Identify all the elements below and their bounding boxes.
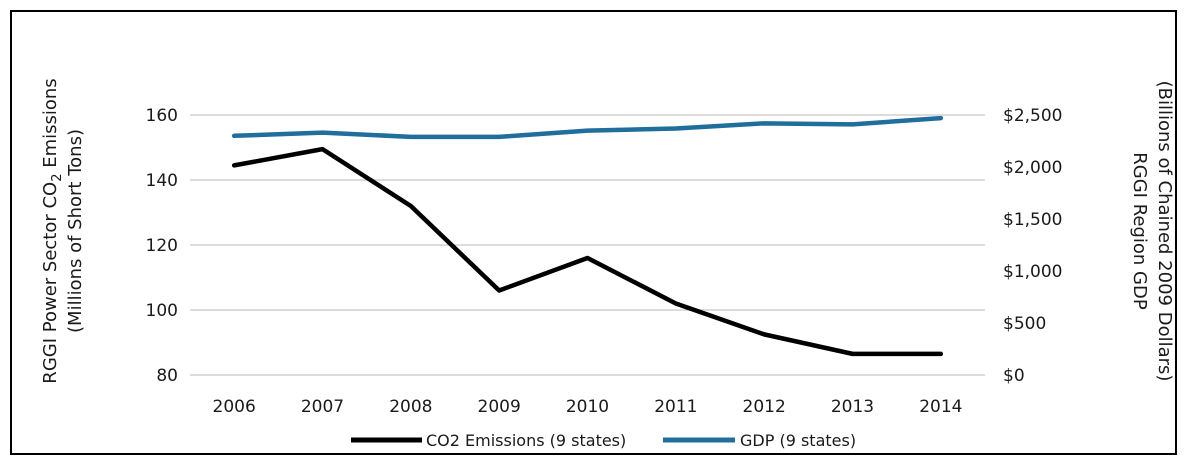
x-tick-label: 2008 [389, 397, 432, 417]
left-tick-label: 100 [146, 301, 178, 321]
chart-frame [10, 10, 1177, 455]
legend-label-co2: CO2 Emissions (9 states) [426, 431, 626, 450]
left-axis-title-line1: RGGI Power Sector CO [40, 182, 61, 384]
legend-label-gdp: GDP (9 states) [740, 431, 856, 450]
legend: CO2 Emissions (9 states) GDP (9 states) [351, 431, 856, 450]
left-axis-title-line2: (Millions of Short Tons) [65, 129, 86, 333]
x-tick-label: 2013 [831, 397, 874, 417]
right-tick-label: $2,000 [1003, 158, 1062, 178]
right-tick-label: $500 [1003, 314, 1046, 334]
x-tick-label: 2012 [743, 397, 786, 417]
x-tick-label: 2007 [301, 397, 344, 417]
gdp-line [231, 115, 944, 140]
left-axis-title-line1-end: Emissions [40, 78, 61, 173]
x-tick-label: 2011 [654, 397, 697, 417]
left-tick-label: 140 [146, 171, 178, 191]
x-tick-label: 2010 [566, 397, 609, 417]
x-tick-label: 2014 [919, 397, 962, 417]
right-axis-title: RGGI Region GDP (Billions of Chained 200… [1129, 81, 1175, 382]
right-tick-label: $1,000 [1003, 262, 1062, 282]
left-axis-ticks: 80 100 120 140 160 [146, 106, 178, 386]
x-tick-label: 2006 [213, 397, 256, 417]
left-tick-label: 160 [146, 106, 178, 126]
x-tick-label: 2009 [478, 397, 521, 417]
series-lines [231, 115, 944, 357]
left-axis-title: RGGI Power Sector CO2 Emissions (Million… [40, 78, 86, 383]
left-tick-label: 80 [156, 366, 178, 386]
right-axis-title-line2: (Billions of Chained 2009 Dollars) [1154, 81, 1175, 382]
left-tick-label: 120 [146, 236, 178, 256]
right-axis-ticks: $0 $500 $1,000 $1,500 $2,000 $2,500 [1003, 106, 1062, 386]
right-tick-label: $0 [1003, 366, 1025, 386]
right-tick-label: $1,500 [1003, 210, 1062, 230]
right-axis-title-line1: RGGI Region GDP [1129, 152, 1150, 310]
svg-text:RGGI Power Sector CO2 Emission: RGGI Power Sector CO2 Emissions [40, 78, 65, 383]
x-axis-ticks: 2006 2007 2008 2009 2010 2011 2012 2013 2014 [213, 397, 963, 417]
gridlines [190, 114, 985, 376]
right-tick-label: $2,500 [1003, 106, 1062, 126]
left-axis-title-subscript: 2 [50, 174, 65, 182]
